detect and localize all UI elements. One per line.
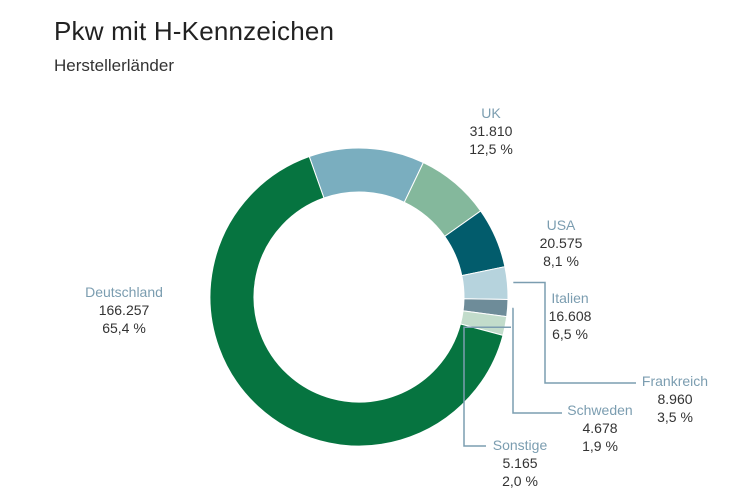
chart-subtitle: Herstellerländer [54, 56, 174, 75]
label-usa-name: USA [546, 217, 576, 233]
label-sonstige-percent: 2,0 % [502, 473, 538, 489]
leader-line-schweden [512, 307, 562, 414]
label-schweden: Schweden 4.678 1,9 % [567, 401, 632, 455]
label-frankreich-name: Frankreich [641, 373, 709, 389]
label-usa: USA 20.575 8,1 % [540, 216, 583, 270]
leader-line-sonstige [463, 326, 512, 447]
label-uk-name: UK [481, 105, 501, 121]
label-deutschland: Deutschland 166.257 65,4 % [85, 283, 163, 337]
label-sonstige-value: 5.165 [502, 455, 538, 471]
slice-uk [308, 147, 424, 203]
chart-title: Pkw mit H-Kennzeichen [54, 16, 335, 46]
label-usa-value: 20.575 [539, 235, 583, 251]
label-usa-percent: 8,1 % [543, 253, 579, 269]
label-sonstige: Sonstige 5.165 2,0 % [493, 436, 547, 490]
label-schweden-percent: 1,9 % [582, 438, 618, 454]
leader-line-frankreich [513, 281, 636, 384]
label-frankreich: Frankreich 8.960 3,5 % [642, 372, 708, 426]
label-deutschland-name: Deutschland [85, 284, 163, 300]
label-italien: Italien 16.608 6,5 % [549, 289, 592, 343]
label-frankreich-value: 8.960 [657, 391, 693, 407]
label-italien-percent: 6,5 % [552, 326, 588, 342]
label-deutschland-percent: 65,4 % [102, 320, 146, 336]
label-sonstige-name: Sonstige [492, 437, 548, 453]
label-italien-value: 16.608 [548, 308, 592, 324]
label-deutschland-value: 166.257 [98, 302, 150, 318]
label-uk: UK 31.810 12,5 % [469, 104, 513, 158]
label-uk-value: 31.810 [469, 123, 513, 139]
label-italien-name: Italien [551, 290, 589, 306]
label-frankreich-percent: 3,5 % [657, 409, 693, 425]
slice-deutschland [209, 155, 504, 447]
label-schweden-name: Schweden [567, 402, 633, 418]
label-uk-percent: 12,5 % [469, 141, 513, 157]
label-schweden-value: 4.678 [582, 420, 618, 436]
